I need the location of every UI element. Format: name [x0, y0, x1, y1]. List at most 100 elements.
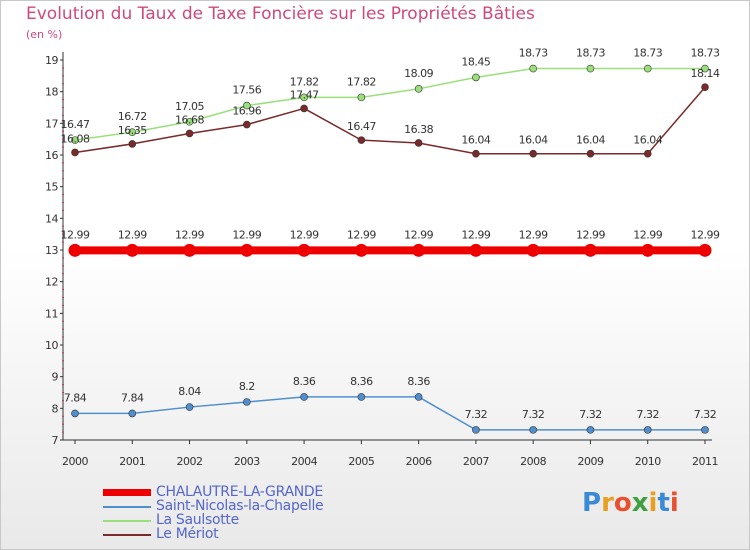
- data-point: [414, 85, 423, 93]
- data-label: 16.47: [61, 118, 90, 131]
- data-point: [354, 243, 368, 257]
- data-label: 18.09: [404, 67, 433, 80]
- legend-label: Saint-Nicolas-la-Chapelle: [156, 498, 324, 514]
- x-tick-label: 2008: [520, 455, 546, 468]
- data-point: [643, 149, 652, 158]
- data-point: [357, 393, 366, 401]
- data-point: [183, 243, 197, 257]
- y-tick-label: 8: [52, 402, 59, 415]
- data-point: [472, 73, 480, 82]
- data-point: [701, 426, 709, 434]
- data-label: 12.99: [633, 228, 662, 241]
- series-line: [74, 86, 706, 155]
- data-label: 7.32: [465, 408, 488, 421]
- data-label: 12.99: [461, 228, 490, 241]
- x-tick-label: 2009: [577, 455, 603, 468]
- legend-label: Le Mériot: [156, 526, 219, 542]
- data-point: [185, 403, 194, 411]
- chart-title: Evolution du Taux de Taxe Foncière sur l…: [26, 4, 535, 24]
- y-tick-label: 19: [45, 54, 58, 67]
- legend-swatch: [103, 520, 151, 522]
- y-tick-label: 7: [52, 434, 59, 447]
- data-label: 12.99: [404, 228, 433, 241]
- data-label: 18.45: [461, 55, 490, 68]
- data-label: 7.32: [522, 408, 545, 421]
- y-tick-label: 11: [45, 307, 58, 320]
- x-tick-label: 2000: [62, 455, 88, 468]
- data-label: 8.36: [350, 375, 373, 388]
- data-label: 12.99: [576, 228, 605, 241]
- data-label: 16.08: [61, 132, 90, 145]
- data-point: [243, 398, 251, 406]
- data-label: 16.04: [576, 134, 605, 147]
- data-point: [300, 93, 308, 102]
- data-label: 7.32: [694, 408, 717, 421]
- data-point: [128, 128, 137, 136]
- data-point: [701, 64, 709, 73]
- data-point: [412, 243, 426, 257]
- data-label: 8.2: [239, 380, 255, 393]
- logo-letter: o: [613, 488, 632, 518]
- logo-letter: i: [669, 488, 679, 518]
- data-point: [300, 393, 308, 401]
- data-label: 17.05: [175, 100, 204, 113]
- series-line: [75, 396, 705, 431]
- data-label: 16.04: [519, 134, 548, 147]
- data-point: [472, 426, 480, 434]
- data-label: 8.36: [407, 375, 430, 388]
- data-label: 17.47: [290, 88, 319, 101]
- data-label: 16.72: [118, 110, 147, 123]
- data-point: [71, 136, 79, 144]
- y-tick-label: 10: [45, 339, 58, 352]
- x-tick-label: 2004: [291, 455, 317, 468]
- data-point: [701, 83, 709, 92]
- data-point: [472, 149, 480, 158]
- data-point: [71, 409, 79, 418]
- y-tick-label: 17: [45, 117, 58, 130]
- data-label: 8.04: [178, 385, 201, 398]
- data-label: 18.73: [633, 47, 662, 60]
- data-point: [529, 64, 537, 73]
- data-label: 18.73: [691, 47, 720, 60]
- y-tick-label: 12: [45, 276, 58, 289]
- data-point: [529, 426, 537, 434]
- y-tick-label: 13: [45, 244, 58, 257]
- data-point: [357, 93, 366, 102]
- data-label: 16.38: [404, 123, 433, 136]
- data-point: [698, 243, 712, 257]
- x-tick-label: 2007: [463, 455, 489, 468]
- logo-letter: i: [648, 488, 658, 518]
- data-point: [643, 426, 652, 434]
- data-label: 7.32: [579, 408, 602, 421]
- data-point: [300, 104, 308, 113]
- data-point: [641, 243, 655, 257]
- data-point: [529, 149, 537, 158]
- data-label: 7.32: [636, 408, 659, 421]
- data-point: [125, 243, 139, 257]
- x-tick-label: 2002: [177, 455, 203, 468]
- x-tick-label: 2006: [406, 455, 432, 468]
- logo-letter: P: [582, 488, 602, 518]
- data-label: 16.68: [175, 113, 204, 126]
- legend-swatch: [103, 506, 151, 508]
- y-tick-label: 18: [45, 86, 58, 99]
- legend-swatch: [103, 534, 151, 536]
- data-label: 17.56: [232, 84, 261, 97]
- data-label: 16.35: [118, 124, 147, 137]
- data-point: [586, 426, 595, 434]
- data-point: [643, 64, 652, 73]
- logo-letter: r: [601, 488, 614, 518]
- y-axis-unit: (en %): [26, 28, 63, 41]
- data-label: 16.04: [461, 134, 490, 147]
- data-point: [128, 140, 137, 148]
- data-label: 16.47: [347, 120, 376, 133]
- logo-letter: x: [631, 488, 649, 518]
- legend-swatch: [103, 489, 151, 496]
- data-label: 12.99: [691, 228, 720, 241]
- data-point: [586, 64, 595, 73]
- legend-label: CHALAUTRE-LA-GRANDE: [156, 484, 323, 500]
- data-label: 12.99: [118, 228, 147, 241]
- x-tick-label: 2005: [348, 455, 374, 468]
